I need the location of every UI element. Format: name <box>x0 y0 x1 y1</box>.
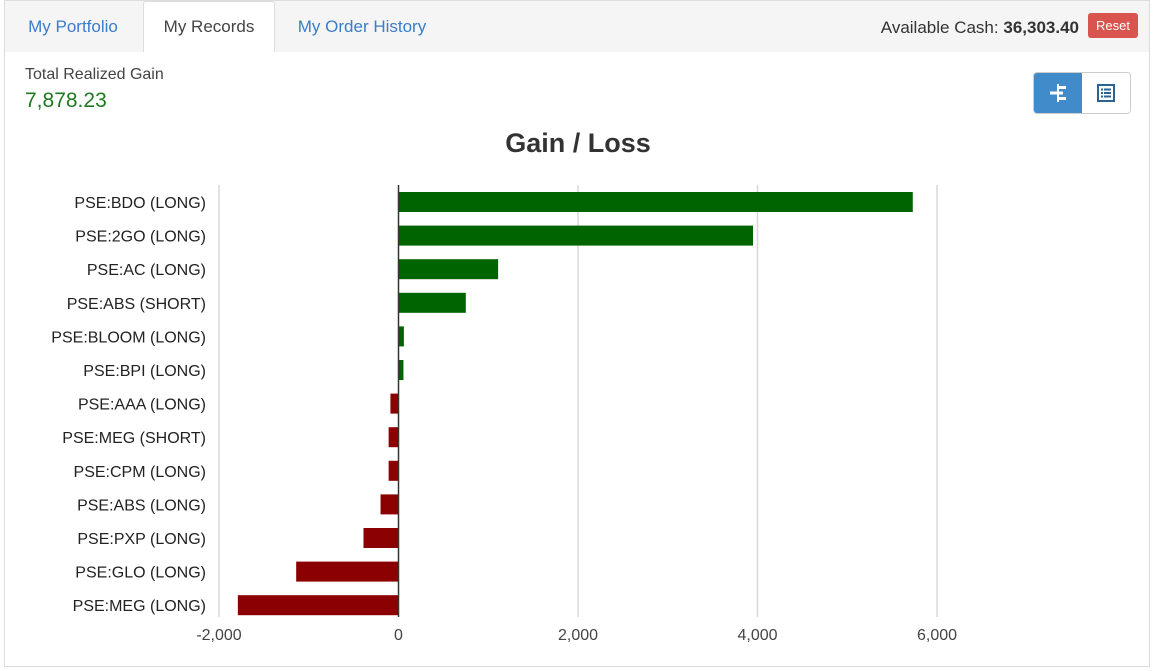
category-label: PSE:ABS (LONG) <box>77 497 206 514</box>
total-realized-gain-label: Total Realized Gain <box>25 66 164 83</box>
total-realized-gain-value: 7,878.23 <box>25 89 107 112</box>
chart-title: Gain / Loss <box>505 128 651 158</box>
bar-pse-2go-long[interactable] <box>398 225 754 246</box>
tab-bar: My Portfolio My Records My Order History… <box>4 0 1150 54</box>
table-view-button[interactable] <box>1082 73 1130 113</box>
x-tick-label: 4,000 <box>737 627 777 644</box>
x-tick-label: 2,000 <box>558 627 598 644</box>
x-tick-label: 6,000 <box>917 627 957 644</box>
list-icon <box>1097 84 1115 102</box>
bar-pse-abs-long[interactable] <box>380 494 399 515</box>
tab-my-order-history[interactable]: My Order History <box>297 17 427 36</box>
category-label: PSE:AC (LONG) <box>87 262 206 279</box>
category-label: PSE:BPI (LONG) <box>83 363 206 380</box>
chart-tick-labels: -2,000 0 2,000 4,000 6,000 <box>196 627 957 644</box>
view-toggle <box>1033 72 1131 114</box>
bar-pse-meg-short[interactable] <box>388 427 399 448</box>
category-label: PSE:BLOOM (LONG) <box>51 329 206 346</box>
chart-view-button[interactable] <box>1034 73 1082 113</box>
bar-pse-pxp-long[interactable] <box>363 528 399 548</box>
tab-my-portfolio[interactable]: My Portfolio <box>28 17 118 36</box>
bar-pse-ac-long[interactable] <box>398 259 499 280</box>
category-label: PSE:GLO (LONG) <box>75 565 206 582</box>
bar-pse-glo-long[interactable] <box>296 561 399 582</box>
bar-pse-bpi-long[interactable] <box>398 360 404 380</box>
bar-pse-abs-short[interactable] <box>398 292 466 313</box>
category-label: PSE:MEG (SHORT) <box>62 430 206 447</box>
category-label: PSE:MEG (LONG) <box>73 598 206 615</box>
reset-button[interactable]: Reset <box>1088 13 1138 38</box>
available-cash-value: 36,303.40 <box>1003 18 1079 37</box>
category-label: PSE:AAA (LONG) <box>78 397 206 414</box>
bar-pse-meg-long[interactable] <box>237 595 399 616</box>
gain-loss-chart: Gain / Loss PSE:BDO (LONG) PSE:2GO (LONG)… <box>51 128 957 644</box>
bar-pse-aaa-long[interactable] <box>390 393 399 414</box>
category-label: PSE:PXP (LONG) <box>77 531 206 548</box>
chart-gridlines <box>218 185 938 617</box>
category-label: PSE:ABS (SHORT) <box>67 296 206 313</box>
tab-my-records[interactable]: My Records <box>143 1 275 54</box>
records-panel: Total Realized Gain 7,878.23 <box>4 52 1150 667</box>
available-cash-label: Available Cash: <box>880 18 999 37</box>
x-tick-label: 0 <box>394 627 403 644</box>
x-tick-label: -2,000 <box>196 627 241 644</box>
bar-chart-icon <box>1050 84 1066 102</box>
bar-pse-bloom-long[interactable] <box>398 326 404 347</box>
category-label: PSE:CPM (LONG) <box>74 464 206 481</box>
category-label: PSE:2GO (LONG) <box>75 229 206 246</box>
chart-category-labels: PSE:BDO (LONG) PSE:2GO (LONG) PSE:AC (LONG… <box>51 195 206 615</box>
chart-bars <box>237 192 913 616</box>
bar-pse-bdo-long[interactable] <box>398 192 913 212</box>
bar-pse-cpm-long[interactable] <box>388 460 399 481</box>
available-cash: Available Cash: 36,303.40 <box>881 18 1079 38</box>
category-label: PSE:BDO (LONG) <box>74 195 206 212</box>
